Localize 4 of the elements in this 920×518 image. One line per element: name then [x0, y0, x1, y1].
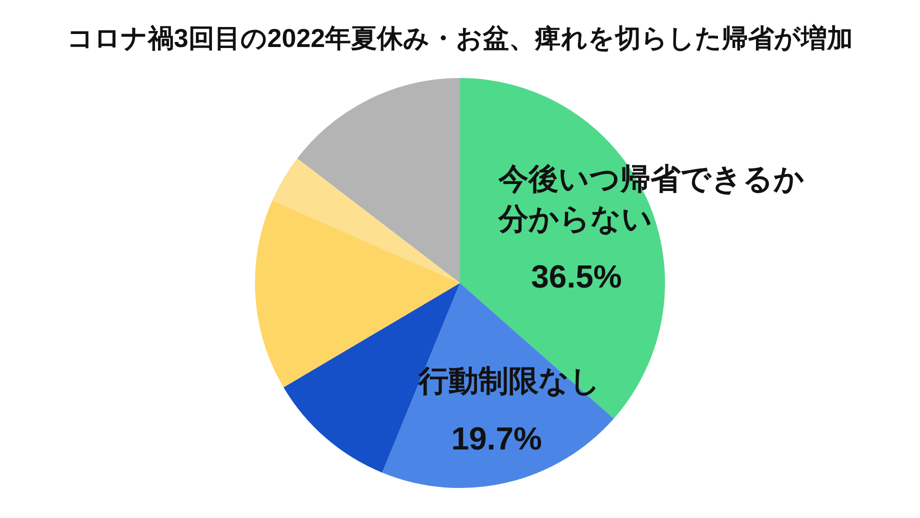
data-label: 19.7% — [451, 420, 542, 457]
data-label: 36.5% — [531, 258, 622, 295]
chart-title: コロナ禍3回目の2022年夏休み・お盆、痺れを切らした帰省が増加 — [66, 23, 854, 53]
slice-label: 行動制限なし — [418, 365, 601, 398]
